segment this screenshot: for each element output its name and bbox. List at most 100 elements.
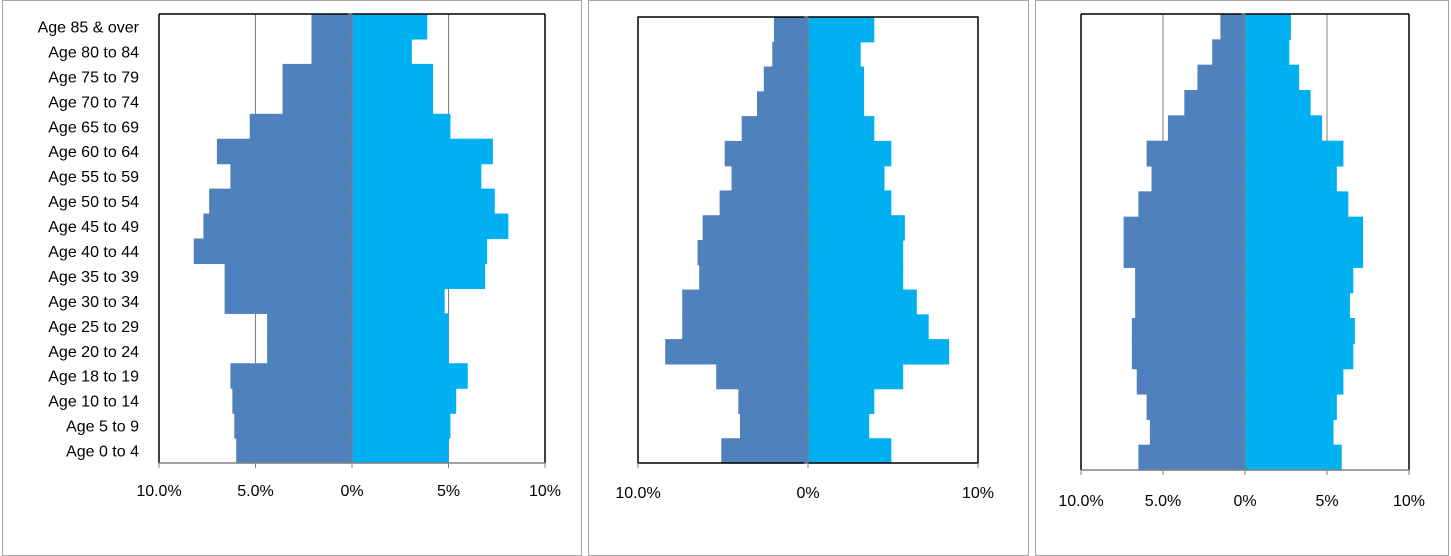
bar-left <box>1149 419 1245 446</box>
bar-right <box>808 363 904 390</box>
bar-left <box>1123 216 1245 243</box>
bar-right <box>808 215 905 241</box>
bar-right <box>352 188 495 215</box>
bar-right <box>1245 140 1344 167</box>
bar-left <box>232 388 352 414</box>
bar-right <box>808 438 892 464</box>
bar-left <box>216 138 352 165</box>
bar-right <box>352 338 449 364</box>
bar-right <box>1245 419 1334 446</box>
bar-right <box>1245 39 1290 66</box>
bar-right <box>352 14 428 40</box>
bar-right <box>352 63 434 90</box>
bar-left <box>230 363 352 389</box>
bar-right <box>808 91 865 117</box>
category-label: Age 40 to 44 <box>48 244 139 261</box>
category-label: Age 55 to 59 <box>48 169 139 186</box>
bar-left <box>1197 64 1245 91</box>
bar-left <box>249 113 352 140</box>
bar-left <box>731 165 808 192</box>
bar-left <box>1135 292 1245 319</box>
bar-left <box>682 289 808 315</box>
bar-right <box>1245 14 1291 40</box>
bar-right <box>352 213 509 240</box>
category-label: Age 5 to 9 <box>66 419 139 436</box>
category-label: Age 65 to 69 <box>48 119 139 136</box>
x-tick-label: 0% <box>796 485 819 502</box>
bar-right <box>352 238 488 265</box>
bar-left <box>699 264 808 291</box>
bar-left <box>236 438 352 464</box>
bar-left <box>763 66 808 92</box>
bar-right <box>1245 64 1300 91</box>
bar-right <box>808 116 875 142</box>
bar-left <box>741 116 808 142</box>
x-tick-label: 5% <box>1315 493 1338 510</box>
bar-right <box>352 163 482 190</box>
category-label: Age 35 to 39 <box>48 269 139 286</box>
bar-right <box>808 66 865 92</box>
bar-right <box>352 388 457 414</box>
bar-right <box>352 263 486 289</box>
bar-left <box>311 14 352 40</box>
category-label: Age 45 to 49 <box>48 219 139 236</box>
category-label: Age 70 to 74 <box>48 94 139 111</box>
bar-right <box>808 140 892 167</box>
x-tick-label: 10% <box>962 485 994 502</box>
bar-right <box>808 413 870 439</box>
bar-left <box>1212 39 1245 66</box>
bar-left <box>1138 444 1245 471</box>
category-label: Age 85 & over <box>38 19 140 36</box>
bar-left <box>224 288 352 314</box>
bar-left <box>1131 318 1245 344</box>
bar-right <box>808 240 904 266</box>
x-tick-label: 10.0% <box>136 483 181 500</box>
bar-right <box>808 339 950 365</box>
bar-left <box>193 238 352 265</box>
category-label: Age 20 to 24 <box>48 344 139 361</box>
bar-left <box>682 314 808 340</box>
bar-left <box>230 163 352 190</box>
bar-left <box>1131 343 1245 370</box>
bar-left <box>1138 191 1245 218</box>
bar-left <box>702 215 808 241</box>
category-label: Age 0 to 4 <box>66 444 139 461</box>
bar-right <box>352 313 449 339</box>
bar-left <box>234 413 352 439</box>
x-tick-label: 0% <box>340 483 363 500</box>
bar-right <box>352 88 434 115</box>
bar-left <box>757 91 808 117</box>
x-tick-label: 5% <box>437 483 460 500</box>
bar-right <box>808 41 861 68</box>
bar-right <box>808 264 904 291</box>
bar-left <box>224 263 352 289</box>
bar-left <box>740 413 808 439</box>
x-tick-label: 10% <box>529 483 561 500</box>
x-tick-label: 10.0% <box>1058 493 1103 510</box>
bar-right <box>352 138 493 165</box>
bar-right <box>1245 90 1311 116</box>
bar-right <box>1245 242 1364 268</box>
bar-left <box>1135 267 1245 294</box>
bar-right <box>352 113 451 140</box>
category-label: Age 80 to 84 <box>48 44 139 61</box>
bar-right <box>808 17 875 43</box>
bar-right <box>808 388 875 415</box>
bar-left <box>1146 140 1245 167</box>
bar-right <box>1245 267 1354 294</box>
category-label: Age 25 to 29 <box>48 319 139 336</box>
bar-left <box>1136 368 1245 395</box>
bar-right <box>1245 394 1337 420</box>
bar-left <box>1184 90 1245 116</box>
bar-right <box>1245 444 1342 471</box>
category-label: Age 30 to 34 <box>48 294 139 311</box>
bar-left <box>282 88 352 115</box>
bar-right <box>1245 191 1349 218</box>
bar-left <box>282 63 352 90</box>
category-label: Age 10 to 14 <box>48 394 139 411</box>
bar-left <box>267 313 352 339</box>
category-label: Age 75 to 79 <box>48 69 139 86</box>
bar-right <box>1245 318 1355 344</box>
x-tick-label: 10.0% <box>615 485 660 502</box>
bar-left <box>724 140 808 167</box>
